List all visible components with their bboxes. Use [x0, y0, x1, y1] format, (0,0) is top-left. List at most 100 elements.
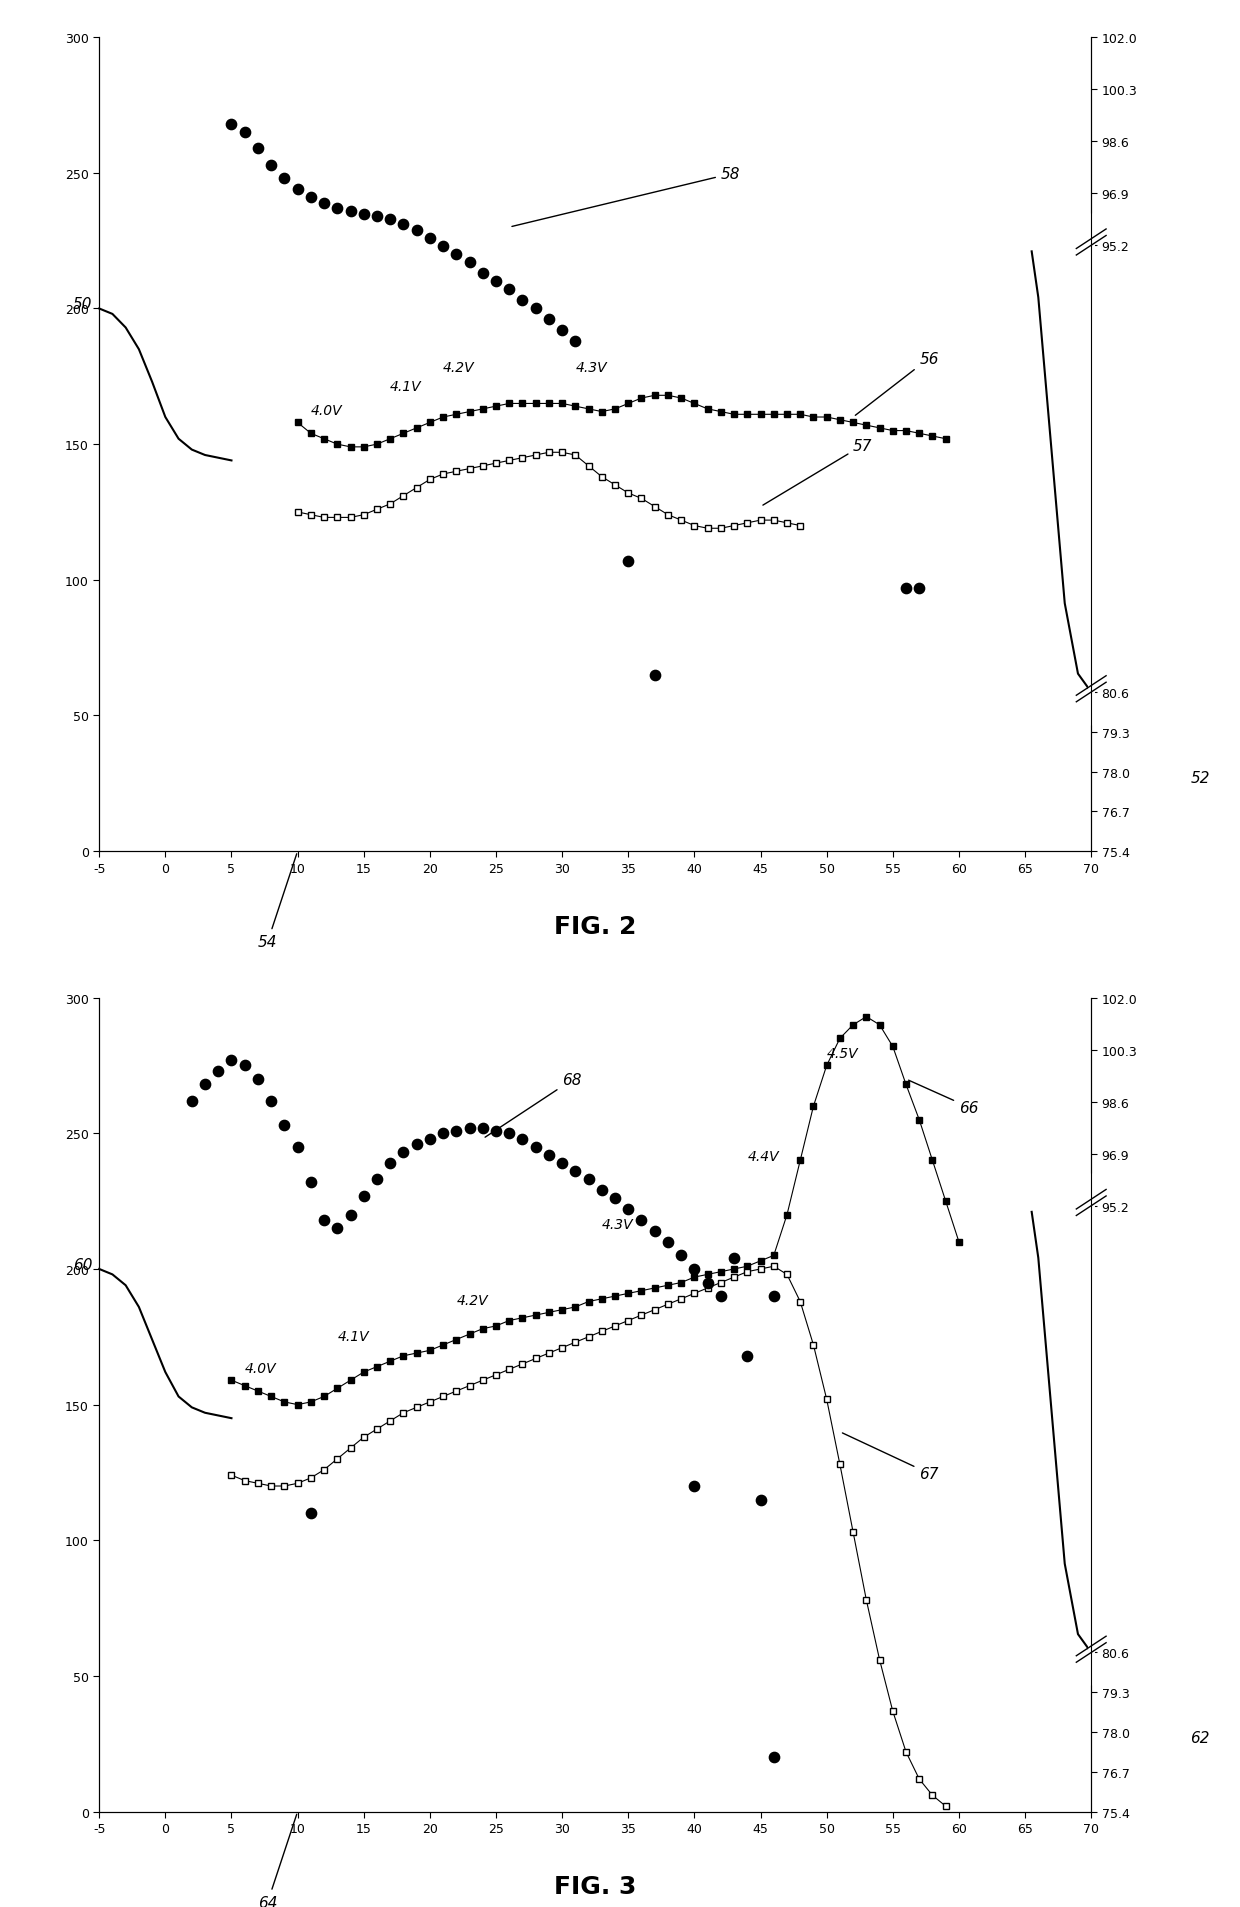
Point — [222, 1045, 242, 1076]
Text: 56: 56 — [856, 351, 939, 416]
Text: 52: 52 — [1190, 770, 1210, 786]
Text: 4.5V: 4.5V — [827, 1047, 858, 1060]
Point — [433, 1118, 453, 1148]
Point — [619, 545, 639, 576]
Point — [222, 111, 242, 141]
Point — [301, 183, 321, 214]
Point — [658, 1226, 678, 1257]
Point — [486, 267, 506, 297]
Point — [248, 1064, 268, 1095]
Point — [645, 1217, 665, 1247]
Point — [234, 1051, 254, 1081]
Point — [327, 195, 347, 225]
Point — [579, 1165, 599, 1196]
Point — [512, 286, 532, 317]
Point — [909, 574, 929, 605]
Text: 64: 64 — [258, 1814, 296, 1907]
Point — [420, 223, 440, 254]
Point — [552, 1148, 572, 1179]
Text: 62: 62 — [1190, 1730, 1210, 1745]
Point — [327, 1213, 347, 1243]
Point — [591, 1175, 611, 1205]
Point — [500, 275, 520, 305]
Point — [274, 164, 294, 195]
Point — [539, 1140, 559, 1171]
Text: 60: 60 — [73, 1257, 93, 1272]
Text: 58: 58 — [512, 168, 740, 227]
Text: 50: 50 — [73, 297, 93, 313]
Point — [433, 231, 453, 261]
Point — [552, 317, 572, 347]
Point — [393, 210, 413, 240]
Point — [407, 1129, 427, 1159]
Point — [248, 133, 268, 164]
Point — [605, 1184, 625, 1215]
Point — [698, 1268, 718, 1299]
Point — [671, 1240, 691, 1270]
Point — [472, 259, 492, 290]
Point — [314, 1205, 334, 1236]
Point — [262, 151, 281, 181]
Point — [262, 1085, 281, 1116]
Point — [182, 1085, 202, 1116]
Point — [301, 1167, 321, 1198]
Point — [724, 1243, 744, 1274]
Point — [446, 1116, 466, 1146]
Text: 4.2V: 4.2V — [443, 360, 475, 374]
Point — [367, 1165, 387, 1196]
Point — [367, 202, 387, 233]
Point — [500, 1118, 520, 1148]
Text: 66: 66 — [909, 1081, 978, 1116]
Point — [341, 1200, 361, 1230]
Text: 57: 57 — [763, 439, 873, 505]
Point — [460, 248, 480, 278]
Point — [460, 1114, 480, 1144]
Point — [314, 189, 334, 219]
Point — [684, 1255, 704, 1285]
Text: 4.1V: 4.1V — [337, 1329, 370, 1343]
Text: 4.4V: 4.4V — [748, 1150, 779, 1163]
Point — [631, 1205, 651, 1236]
Text: 68: 68 — [485, 1074, 582, 1138]
Point — [486, 1116, 506, 1146]
Point — [234, 118, 254, 149]
Point — [711, 1282, 730, 1312]
Text: FIG. 2: FIG. 2 — [554, 913, 636, 938]
Point — [565, 326, 585, 357]
Text: 4.1V: 4.1V — [391, 379, 422, 393]
Point — [764, 1282, 784, 1312]
Point — [750, 1484, 770, 1514]
Text: 4.3V: 4.3V — [601, 1219, 634, 1232]
Point — [407, 215, 427, 246]
Point — [288, 1133, 308, 1163]
Text: 4.3V: 4.3V — [575, 360, 608, 374]
Point — [353, 1180, 373, 1211]
Point — [512, 1123, 532, 1154]
Point — [274, 1110, 294, 1140]
Point — [526, 1133, 546, 1163]
Point — [565, 1156, 585, 1186]
Point — [208, 1056, 228, 1087]
Text: FIG. 3: FIG. 3 — [554, 1875, 636, 1897]
Text: 4.2V: 4.2V — [456, 1293, 489, 1308]
Point — [764, 1743, 784, 1774]
Point — [446, 240, 466, 271]
Text: 67: 67 — [842, 1434, 939, 1482]
Point — [539, 305, 559, 336]
Point — [341, 196, 361, 227]
Point — [301, 1499, 321, 1529]
Point — [288, 175, 308, 206]
Point — [526, 294, 546, 324]
Point — [353, 198, 373, 229]
Point — [619, 1194, 639, 1224]
Point — [897, 574, 916, 605]
Point — [381, 1148, 401, 1179]
Point — [684, 1470, 704, 1501]
Point — [738, 1341, 758, 1371]
Text: 4.0V: 4.0V — [311, 404, 342, 418]
Point — [472, 1114, 492, 1144]
Point — [195, 1070, 215, 1100]
Point — [645, 660, 665, 690]
Point — [381, 204, 401, 235]
Text: 4.0V: 4.0V — [244, 1362, 277, 1375]
